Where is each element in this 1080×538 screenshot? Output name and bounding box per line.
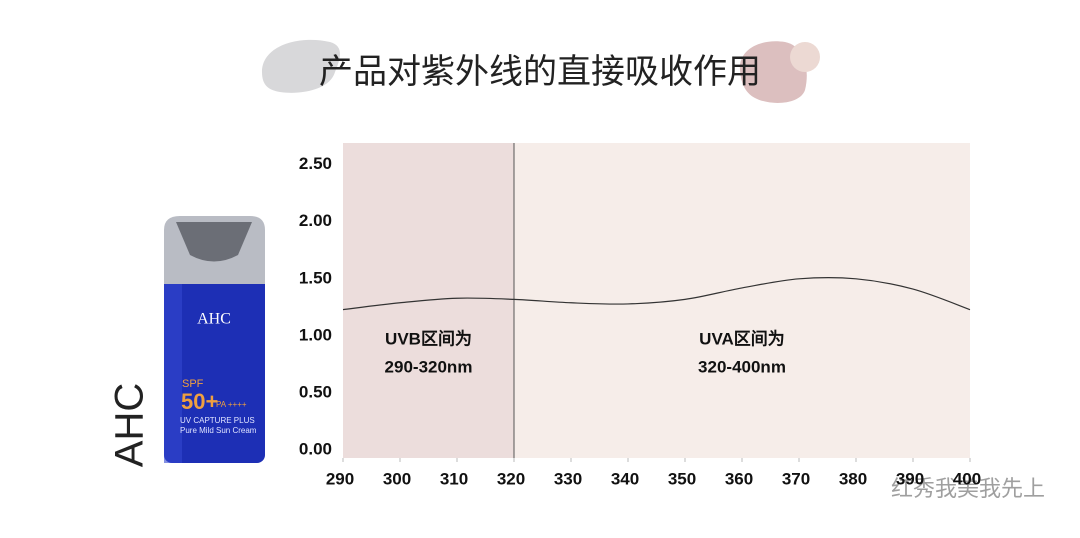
product-pa: PA ++++ [216,400,247,409]
y-tick-label: 0.50 [299,382,332,401]
y-tick-label: 2.50 [299,154,332,173]
x-tick-label: 370 [782,469,810,488]
y-tick-label: 2.00 [299,211,332,230]
x-tick-label: 400 [953,469,981,488]
side-label: AHC [108,383,152,467]
bottle-shine [164,268,182,463]
x-tick-label: 350 [668,469,696,488]
product-line: UV CAPTURE PLUS [180,416,255,425]
title-blob [790,42,820,72]
x-tick-label: 360 [725,469,753,488]
y-tick-label: 0.00 [299,439,332,458]
bottle-cap-detail [176,222,252,262]
x-tick-label: 300 [383,469,411,488]
title-blob [262,39,340,93]
product-line: Pure Mild Sun Cream [180,426,257,435]
product-spf: SPF [182,378,204,390]
region-label: UVA区间为 [699,328,785,348]
chart-title: 产品对紫外线的直接吸收作用 [319,53,761,91]
region-label: UVB区间为 [385,328,472,348]
product-bottle: AHC SPF 50+ PA ++++ UV CAPTURE PLUS Pure… [164,216,265,463]
region-label: 320-400nm [698,357,786,376]
product-brand: AHC [197,311,231,328]
x-tick-label: 340 [611,469,639,488]
x-tick-label: 290 [326,469,354,488]
x-tick-label: 310 [440,469,468,488]
x-tick-label: 320 [497,469,525,488]
x-tick-label: 330 [554,469,582,488]
data-line [342,277,971,311]
watermark: 红秀我美我先上 [891,476,1045,501]
y-tick-label: 1.50 [299,268,332,287]
x-tick-label: 380 [839,469,867,488]
product-spf-value: 50+ [181,389,218,414]
bottle-body [164,268,265,463]
x-tick-label: 390 [896,469,924,488]
region [514,143,970,458]
region-label: 290-320nm [385,357,473,376]
y-tick-label: 1.00 [299,325,332,344]
